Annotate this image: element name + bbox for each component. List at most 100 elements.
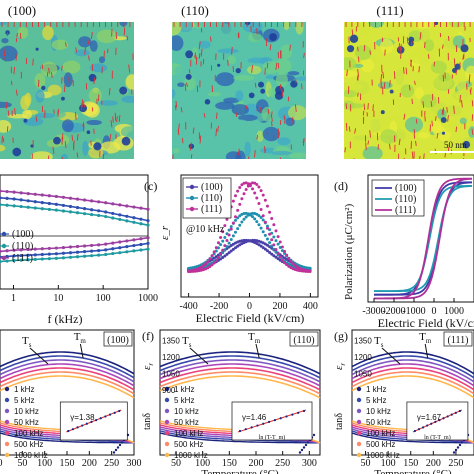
annotation-arrow [424, 343, 429, 359]
series-point [253, 217, 257, 221]
x-tick-label: 200 [426, 458, 441, 469]
map-domain [244, 141, 251, 157]
polarization-arrow [216, 112, 218, 119]
legend-marker [356, 408, 362, 414]
series-point [460, 441, 464, 444]
legend-marker [4, 452, 10, 458]
polarization-arrow [419, 32, 422, 40]
series-point [75, 250, 80, 254]
panel-d-label: (d) [334, 179, 348, 193]
panel-c-ylabel: ε_r [159, 225, 171, 240]
polarization-arrow [435, 116, 437, 121]
map-domain [256, 130, 264, 142]
legend-marker [4, 419, 10, 425]
map-domain [295, 76, 306, 81]
series-point [97, 200, 101, 204]
map-domain [354, 45, 372, 61]
map-domain [20, 95, 30, 111]
polarization-arrow [64, 141, 67, 149]
map-vortex [12, 147, 22, 157]
y-axis-label: εr [333, 363, 347, 370]
map-domain [88, 88, 102, 103]
map-domain [62, 60, 81, 74]
polarization-arrow [365, 142, 367, 151]
series-point [261, 218, 265, 222]
permittivity-curve [351, 351, 474, 375]
map-domain [420, 94, 437, 108]
legend-label: 100 kHz [174, 429, 203, 438]
map-domain [417, 132, 430, 139]
series-point [33, 206, 37, 210]
series-point [233, 218, 237, 222]
map-vortex [269, 33, 278, 42]
series-point [90, 208, 94, 212]
permittivity-curve [0, 355, 135, 379]
polarization-arrow [403, 157, 405, 159]
map-domain [23, 117, 44, 127]
series-point [104, 242, 108, 246]
legend-label: 50 kHz [366, 418, 391, 427]
polarization-arrow [405, 67, 408, 75]
series-point [97, 213, 101, 218]
panel-d-hysteresis: (d) Polarization (μC/cm²) (100)(110)(111… [334, 174, 474, 330]
map-vortex [462, 140, 471, 149]
series-point [111, 251, 115, 256]
legend-label: 5 kHz [366, 396, 386, 405]
map-domain [445, 104, 462, 117]
series-point [97, 248, 101, 253]
map-domain [362, 146, 383, 159]
inset-gamma: γ=1.46 [242, 413, 267, 422]
polarization-arrow [14, 107, 16, 116]
series-point [12, 248, 16, 252]
polarization-arrow [453, 105, 455, 114]
series-point [227, 241, 231, 245]
map-vortex [454, 63, 461, 70]
map-domain [275, 72, 288, 88]
series-point [216, 241, 220, 245]
series-point [61, 245, 66, 250]
series-point [125, 219, 129, 223]
polarization-arrow [470, 87, 472, 93]
map-vortex [235, 67, 241, 74]
series-point [202, 264, 206, 268]
series-point [287, 256, 291, 260]
polarization-arrow [209, 36, 212, 42]
panel-d-legend: (100)(110)(111) [371, 179, 425, 217]
legend-label: 500 kHz [14, 440, 43, 449]
inset-point [262, 422, 265, 425]
series-point [238, 223, 242, 227]
series-point [0, 189, 2, 193]
tan-delta-curve [159, 432, 320, 444]
series-point [261, 193, 265, 197]
inset-point [108, 413, 112, 416]
series-point [285, 263, 289, 267]
legend-label: 5 kHz [14, 396, 34, 405]
map-domain [430, 120, 442, 134]
map-domain [215, 101, 235, 110]
series-point [12, 204, 16, 208]
y-tick-label: 1050 [354, 370, 372, 379]
polarization-arrow [254, 150, 256, 158]
inset-fit-line [412, 409, 463, 433]
map-domain [217, 48, 239, 54]
series-point [308, 266, 312, 270]
map-vortex [188, 143, 195, 150]
inset-point [285, 415, 288, 418]
legend-label: (100) [201, 182, 223, 193]
polarization-arrow [76, 152, 79, 158]
inset-point [438, 418, 441, 422]
panel-c-xlabel: Electric Field (kV/cm) [196, 311, 305, 325]
map-domain [42, 25, 54, 41]
series-point [257, 214, 261, 218]
series-point [47, 252, 51, 256]
series-point [274, 229, 278, 233]
map-domain [174, 65, 188, 77]
map-domain [235, 90, 244, 102]
permittivity-curve [0, 371, 135, 395]
legend-label: 50 kHz [174, 418, 199, 427]
series-point [259, 216, 263, 220]
inset-point [104, 415, 107, 418]
permittivity-curve [351, 375, 474, 399]
map-domain [16, 73, 28, 82]
permittivity-curve [159, 371, 321, 395]
